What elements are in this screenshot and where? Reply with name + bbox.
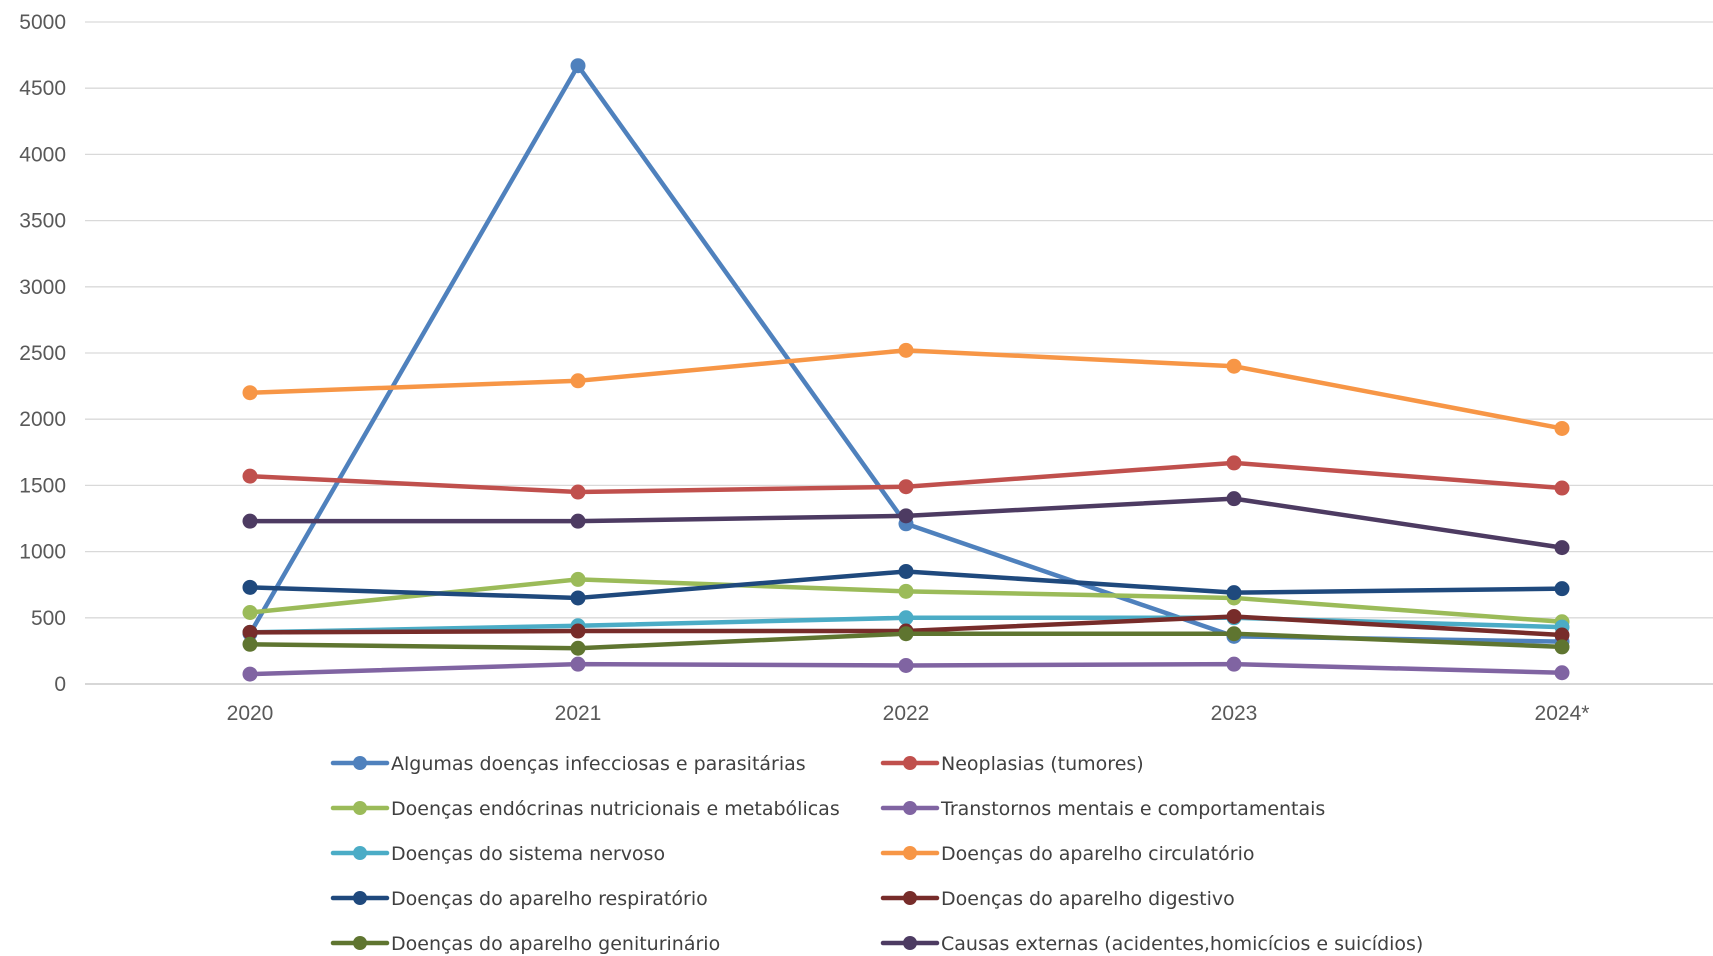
x-tick-label: 2020 (227, 702, 274, 725)
legend-item: Transtornos mentais e comportamentais (880, 798, 1325, 820)
data-point (570, 513, 586, 529)
legend-label: Doenças do aparelho digestivo (941, 888, 1235, 910)
legend-item: Doenças do aparelho circulatório (880, 843, 1254, 865)
legend-label: Neoplasias (tumores) (941, 753, 1144, 775)
x-axis: 2020 2021 2022 2023 2024* (227, 702, 1590, 725)
data-point (1226, 608, 1242, 624)
series-4 (242, 656, 1570, 682)
data-point (242, 468, 258, 484)
data-point (1554, 639, 1570, 655)
x-tick-label: 2023 (1211, 702, 1258, 725)
series-10 (242, 491, 1570, 556)
data-point (898, 563, 914, 579)
data-point (898, 626, 914, 642)
legend-item: Doenças do aparelho respiratório (330, 888, 708, 910)
legend-swatch-marker (353, 891, 367, 905)
y-tick-label: 2500 (19, 342, 66, 365)
data-point (242, 513, 258, 529)
legend-swatch-marker (353, 756, 367, 770)
data-point (242, 605, 258, 621)
data-point (1226, 585, 1242, 601)
data-point (1226, 656, 1242, 672)
data-point (570, 484, 586, 500)
legend-label: Transtornos mentais e comportamentais (940, 798, 1325, 820)
data-point (242, 636, 258, 652)
series-2 (242, 455, 1570, 500)
data-point (570, 623, 586, 639)
data-point (898, 583, 914, 599)
x-tick-label: 2024* (1535, 702, 1590, 725)
data-point (898, 342, 914, 358)
legend-item: Doenças do aparelho geniturinário (330, 933, 720, 955)
x-tick-label: 2022 (883, 702, 930, 725)
data-point (898, 657, 914, 673)
data-point (898, 610, 914, 626)
legend-label: Doenças do aparelho circulatório (941, 843, 1254, 865)
legend-item: Doenças do sistema nervoso (330, 843, 665, 865)
x-tick-label: 2021 (555, 702, 602, 725)
legend-swatch-marker (353, 801, 367, 815)
y-tick-label: 1000 (19, 541, 66, 564)
legend-label: Algumas doenças infecciosas e parasitári… (391, 753, 806, 775)
data-point (570, 590, 586, 606)
legend-label: Causas externas (acidentes,homicícios e … (941, 933, 1423, 955)
y-tick-label: 5000 (19, 11, 66, 34)
data-point (1226, 626, 1242, 642)
data-point (570, 640, 586, 656)
series-9 (242, 626, 1570, 656)
legend-swatch-marker (903, 936, 917, 950)
legend-swatch-marker (353, 936, 367, 950)
legend-item: Causas externas (acidentes,homicícios e … (880, 933, 1423, 955)
data-point (1554, 480, 1570, 496)
data-point (242, 666, 258, 682)
data-point (898, 508, 914, 524)
data-point (242, 579, 258, 595)
series-6 (242, 342, 1570, 436)
data-point (1554, 665, 1570, 681)
legend-item: Algumas doenças infecciosas e parasitári… (330, 753, 806, 775)
y-tick-label: 2000 (19, 408, 66, 431)
series-line (247, 348, 1565, 431)
legend-item: Neoplasias (tumores) (880, 753, 1144, 775)
y-tick-label: 1500 (19, 474, 66, 497)
legend-swatch-marker (353, 846, 367, 860)
legend: Algumas doenças infecciosas e parasitári… (330, 753, 1423, 955)
data-point (1226, 455, 1242, 471)
data-point (1226, 491, 1242, 507)
data-point (1554, 420, 1570, 436)
y-tick-label: 500 (31, 607, 66, 630)
y-axis: 0 500 1000 1500 2000 2500 3000 3500 4000 4500 5000 (19, 11, 66, 696)
data-point (242, 385, 258, 401)
legend-swatch-marker (903, 756, 917, 770)
data-point (570, 656, 586, 672)
legend-item: Doenças do aparelho digestivo (880, 888, 1235, 910)
y-tick-label: 4500 (19, 77, 66, 100)
legend-label: Doenças do sistema nervoso (391, 843, 665, 865)
legend-swatch-marker (903, 891, 917, 905)
data-point (898, 479, 914, 495)
series-7 (242, 563, 1570, 606)
data-point (570, 571, 586, 587)
legend-swatch-marker (903, 846, 917, 860)
data-point (570, 373, 586, 389)
data-point (1226, 358, 1242, 374)
legend-swatch-marker (903, 801, 917, 815)
legend-label: Doenças do aparelho geniturinário (391, 933, 720, 955)
data-point (570, 58, 586, 74)
legend-label: Doenças endócrinas nutricionais e metabó… (391, 798, 840, 820)
data-point (242, 624, 258, 640)
legend-item: Doenças endócrinas nutricionais e metabó… (330, 798, 840, 820)
y-tick-label: 3500 (19, 210, 66, 233)
y-tick-label: 0 (54, 673, 66, 696)
data-point (1554, 540, 1570, 556)
y-tick-label: 3000 (19, 276, 66, 299)
legend-label: Doenças do aparelho respiratório (391, 888, 708, 910)
data-point (1554, 581, 1570, 597)
data-point (1554, 627, 1570, 643)
y-tick-label: 4000 (19, 143, 66, 166)
plot-area (242, 58, 1570, 682)
